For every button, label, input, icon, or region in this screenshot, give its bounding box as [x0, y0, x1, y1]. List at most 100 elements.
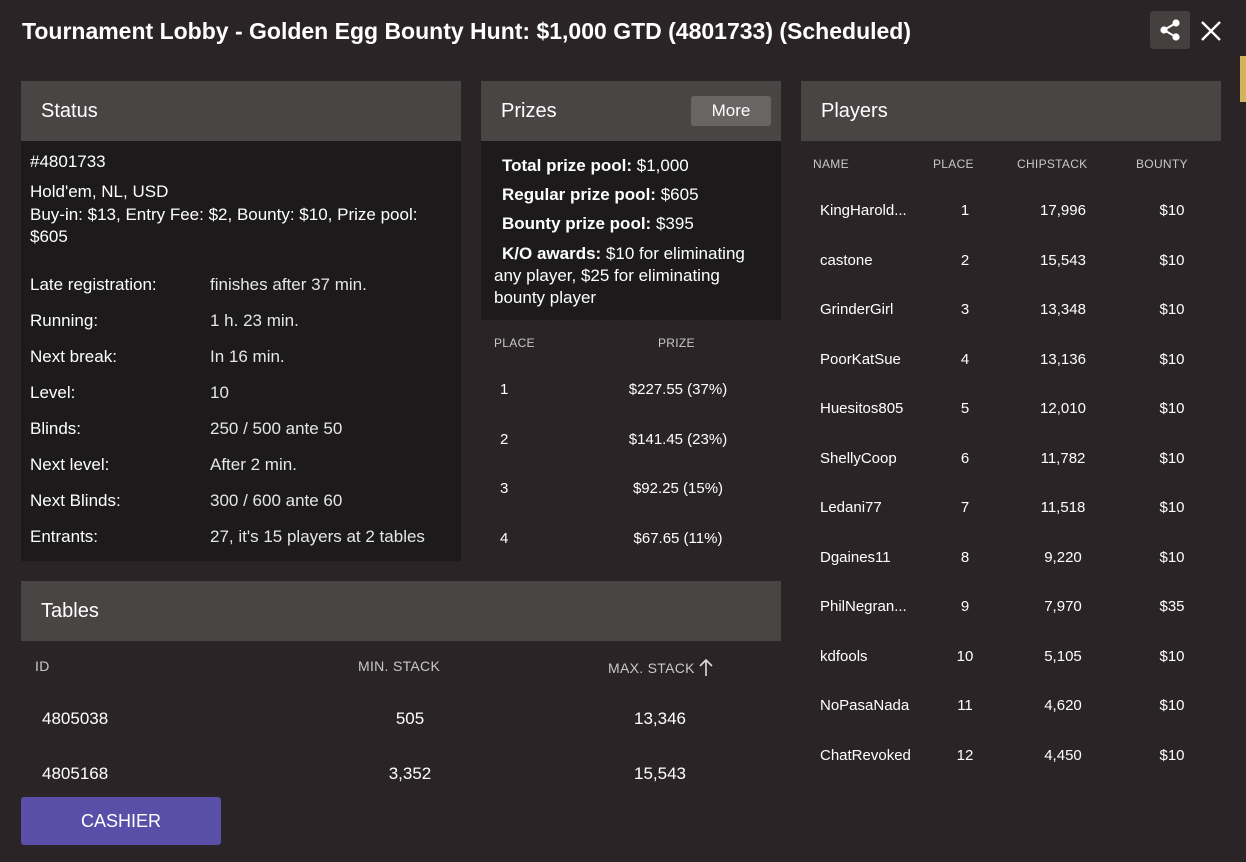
player-chipstack: 13,348 [1040, 301, 1086, 318]
status-label: Blinds: [30, 419, 82, 438]
ko-awards-label: K/O awards: [502, 244, 602, 263]
window-title: Tournament Lobby - Golden Egg Bounty Hun… [22, 18, 912, 44]
regular-prize-label: Regular prize pool: [502, 185, 656, 204]
player-name: Huesitos805 [820, 400, 904, 417]
arrow-up-icon [699, 658, 713, 676]
regular-prize-value: $605 [660, 185, 699, 204]
player-name: KingHarold... [820, 202, 907, 219]
status-value: 300 / 600 ante 60 [210, 491, 343, 510]
prize-col-place: PLACE [494, 336, 535, 350]
player-bounty: $35 [1159, 598, 1185, 615]
player-bounty: $10 [1159, 350, 1185, 368]
player-chipstack: 5,105 [1044, 647, 1082, 665]
bounty-prize-pool: Bounty prize pool: $395 [502, 213, 694, 235]
status-row-blinds: Blinds: 250 / 500 ante 50 [30, 417, 450, 441]
player-name: GrinderGirl [820, 301, 894, 318]
tables-panel-header: Tables [21, 581, 781, 641]
cashier-button[interactable]: CASHIER [21, 797, 221, 845]
ko-awards-text-1: $10 for eliminating [605, 244, 745, 263]
player-place: 12 [956, 746, 974, 764]
ko-awards: K/O awards: $10 for eliminating any play… [494, 243, 779, 309]
player-bounty: $10 [1159, 400, 1185, 417]
player-place: 3 [960, 301, 970, 318]
players-col-place[interactable]: PLACE [933, 157, 974, 171]
player-name: PoorKatSue [820, 350, 901, 368]
table-row-id[interactable]: 4805038 [42, 709, 109, 728]
player-bounty: $10 [1159, 548, 1185, 566]
prize-place: 3 [500, 480, 509, 497]
tables-col-min-stack[interactable]: MIN. STACK [358, 658, 441, 674]
regular-prize-pool: Regular prize pool: $605 [502, 184, 699, 206]
ko-awards-text-3: bounty player [494, 288, 597, 307]
player-place: 1 [960, 202, 970, 219]
status-row-next-break: Next break: In 16 min. [30, 345, 450, 369]
player-chipstack: 11,782 [1040, 449, 1086, 467]
ko-awards-text-2: any player, $25 for eliminating [494, 266, 720, 285]
game-type: Hold'em, NL, USD [30, 182, 169, 201]
player-chipstack: 17,996 [1040, 202, 1086, 219]
player-bounty: $10 [1159, 647, 1185, 665]
share-button[interactable] [1150, 11, 1190, 49]
status-value: In 16 min. [210, 347, 285, 366]
players-col-name[interactable]: NAME [813, 157, 849, 171]
players-title: Players [821, 99, 888, 122]
player-bounty: $10 [1159, 746, 1185, 764]
prize-amount: $67.65 (11%) [633, 530, 723, 547]
status-title: Status [41, 99, 98, 122]
table-row-max-stack: 13,346 [634, 709, 686, 728]
status-panel [21, 141, 461, 561]
more-button[interactable]: More [691, 96, 771, 126]
prizes-summary-panel [481, 141, 781, 320]
status-row-next-level: Next level: After 2 min. [30, 453, 450, 477]
status-value: After 2 min. [210, 455, 297, 474]
player-name: Dgaines11 [820, 548, 891, 566]
player-place: 7 [960, 499, 970, 516]
player-name: kdfools [820, 647, 868, 665]
status-row-entrants: Entrants: 27, it's 15 players at 2 table… [30, 525, 450, 549]
buyin-line-1: Buy-in: $13, Entry Fee: $2, Bounty: $10,… [30, 205, 418, 224]
player-chipstack: 13,136 [1040, 350, 1086, 368]
close-button[interactable] [1196, 14, 1226, 48]
status-panel-header: Status [21, 81, 461, 141]
max-stack-label: MAX. STACK [608, 660, 695, 676]
player-name: NoPasaNada [820, 697, 910, 714]
status-label: Late registration: [30, 275, 157, 294]
tables-col-max-stack[interactable]: MAX. STACK [608, 658, 713, 676]
prize-amount: $227.55 (37%) [628, 381, 728, 398]
total-prize-label: Total prize pool: [502, 156, 633, 175]
status-label: Next Blinds: [30, 491, 121, 510]
status-value: 27, it's 15 players at 2 tables [210, 527, 425, 546]
player-chipstack: 4,450 [1044, 746, 1082, 764]
table-row-id[interactable]: 4805168 [42, 764, 109, 783]
status-row-level: Level: 10 [30, 381, 450, 405]
prize-place: 2 [500, 431, 509, 448]
player-bounty: $10 [1159, 301, 1185, 318]
status-row-next-blinds: Next Blinds: 300 / 600 ante 60 [30, 489, 450, 513]
share-icon [1160, 19, 1180, 41]
player-place: 11 [957, 697, 973, 714]
player-name: PhilNegran... [820, 598, 907, 615]
prize-place: 1 [500, 381, 509, 398]
player-chipstack: 11,518 [1040, 499, 1086, 516]
prize-col-prize: PRIZE [658, 336, 695, 350]
player-place: 6 [960, 449, 970, 467]
buyin-info: Buy-in: $13, Entry Fee: $2, Bounty: $10,… [30, 204, 450, 248]
window-edge-accent [1240, 56, 1246, 102]
table-row-max-stack: 15,543 [634, 764, 686, 783]
tournament-id: #4801733 [30, 152, 106, 171]
player-place: 8 [960, 548, 970, 566]
tables-col-id[interactable]: ID [35, 658, 50, 674]
player-name: Ledani77 [820, 499, 882, 516]
players-col-chipstack[interactable]: CHIPSTACK [1017, 157, 1088, 171]
prize-amount: $141.45 (23%) [628, 431, 728, 448]
players-panel-header: Players [801, 81, 1221, 141]
status-value: 250 / 500 ante 50 [210, 419, 343, 438]
players-col-bounty[interactable]: BOUNTY [1136, 157, 1188, 171]
player-bounty: $10 [1159, 251, 1185, 269]
player-place: 9 [960, 598, 970, 615]
player-chipstack: 12,010 [1040, 400, 1086, 417]
player-place: 5 [960, 400, 970, 417]
player-bounty: $10 [1159, 202, 1185, 219]
player-bounty: $10 [1159, 499, 1185, 516]
player-name: ChatRevoked [820, 746, 911, 764]
